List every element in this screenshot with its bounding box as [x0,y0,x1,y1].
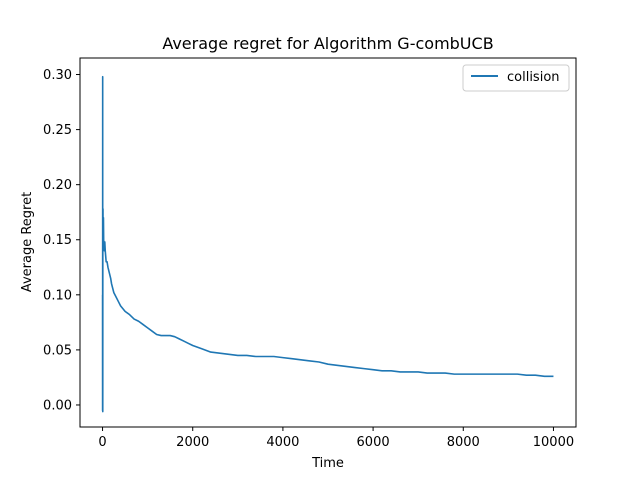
x-tick-label: 10000 [533,435,574,450]
x-tick-label: 6000 [357,435,390,450]
y-axis-label: Average Regret [20,192,35,292]
legend-label: collision [507,70,560,85]
y-tick-label: 0.20 [43,178,72,193]
legend-box [462,64,570,92]
series-layer [101,75,554,413]
y-tick-label: 0.25 [43,123,72,138]
y-tick-label: 0.00 [43,398,72,413]
y-axis: 0.00 0.05 0.10 0.15 0.20 0.25 0.30 [43,68,80,413]
x-tick-label: 8000 [447,435,480,450]
y-tick-label: 0.15 [43,233,72,248]
x-axis: 0 2000 4000 6000 8000 10000 [98,427,574,450]
plot-frame [79,57,577,428]
x-tick-label: 4000 [266,435,299,450]
x-tick-label: 2000 [176,435,209,450]
chart-title: Average regret for Algorithm G-combUCB [162,34,493,53]
y-tick-label: 0.10 [43,288,72,303]
series-line-collision [101,75,554,413]
x-tick-label: 0 [98,435,106,450]
y-tick-label: 0.30 [43,68,72,83]
y-tick-label: 0.05 [43,343,72,358]
legend: collision [462,64,570,92]
x-axis-label: Time [311,456,344,471]
